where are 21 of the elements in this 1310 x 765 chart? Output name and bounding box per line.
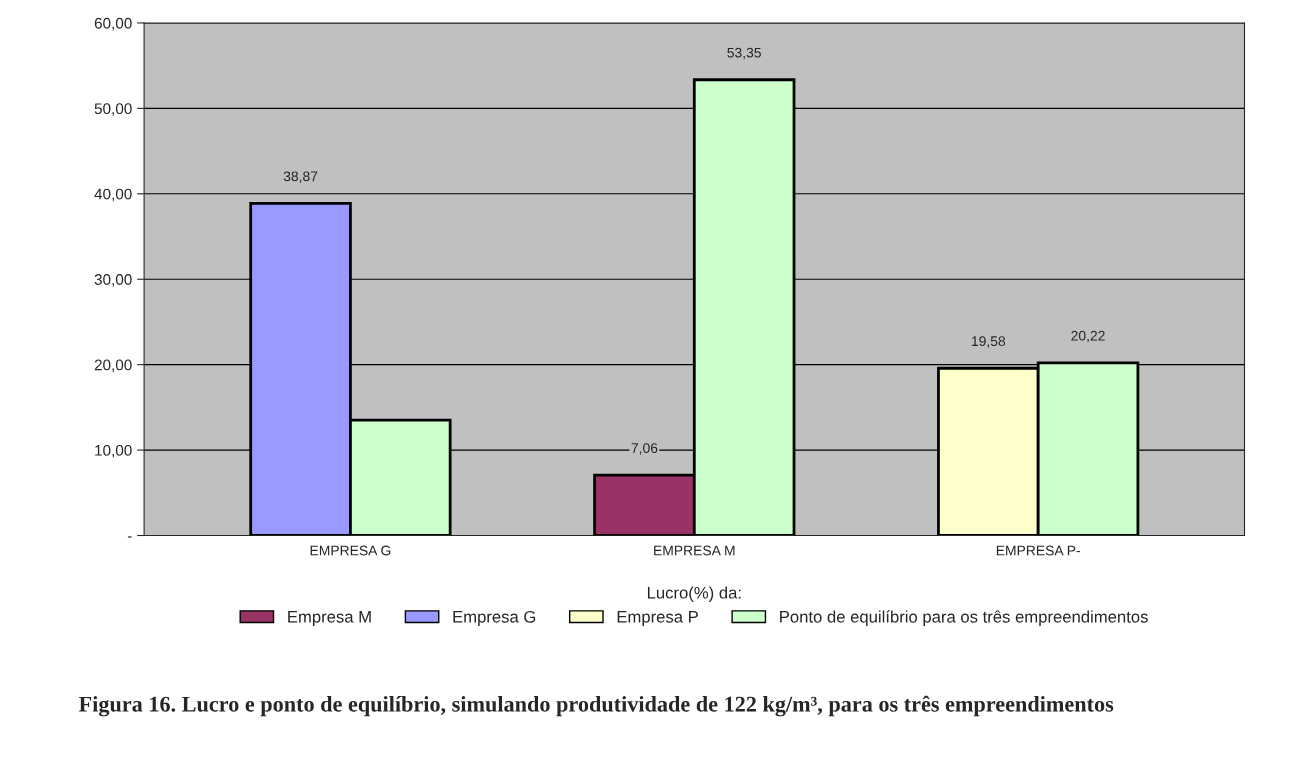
legend-label: Empresa G	[453, 610, 536, 626]
y-tick-label: 10,00	[95, 444, 132, 458]
legend-label: Empresa P	[617, 611, 698, 626]
legend-label: Empresa M	[288, 611, 371, 626]
data-label: 7,06	[631, 443, 658, 455]
data-label: 20,22	[1071, 330, 1105, 343]
legend-title: Lucro(%) da:	[647, 586, 741, 602]
y-tick-label: -	[127, 536, 132, 538]
legend-label: Ponto de equilíbrio para os três empreendimentos	[780, 610, 1148, 626]
data-label: 53,35	[727, 47, 761, 60]
text: Figura 16. Lucro e ponto de equilíbrio, simulando produtividade de 122 kg/m³, para os três empreendimentos	[78, 695, 1114, 717]
data-label: 19,58	[972, 336, 1006, 348]
y-tick-label: 50,00	[94, 103, 132, 116]
y-tick-label: 60,00	[94, 17, 132, 31]
y-tick-label: 30,00	[94, 274, 132, 287]
x-tick-label: EMPRESA G	[310, 545, 391, 556]
x-tick-label: EMPRESA M	[654, 545, 735, 556]
data-label: 38,87	[283, 171, 318, 183]
y-tick-label: 20,00	[94, 359, 132, 373]
x-tick-label: EMPRESA P-	[996, 545, 1081, 556]
y-tick-label: 40,00	[94, 188, 132, 202]
